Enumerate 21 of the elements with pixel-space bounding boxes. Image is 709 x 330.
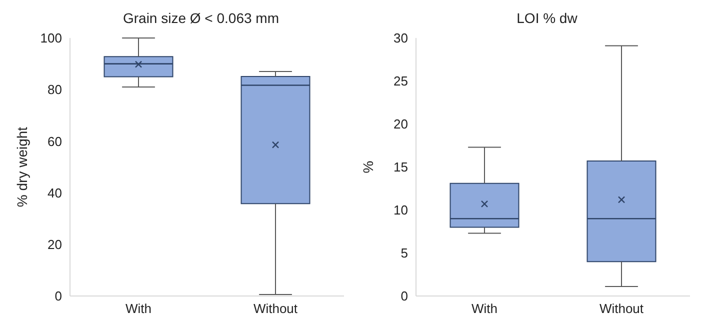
- y-tick-label: 20: [48, 237, 62, 252]
- x-tick-label: With: [472, 301, 498, 316]
- y-tick-label: 5: [400, 246, 408, 261]
- y-tick-label: 30: [394, 30, 408, 46]
- y-tick-label: 60: [48, 134, 62, 149]
- y-tick-label: 40: [48, 185, 62, 200]
- y-tick-label: 25: [394, 74, 408, 89]
- x-tick-label: Without: [599, 301, 644, 316]
- y-tick-label: 0: [54, 288, 62, 304]
- chart-title: LOI % dw: [516, 10, 578, 26]
- y-tick-label: 0: [400, 288, 408, 304]
- y-axis-title: % dry weight: [14, 126, 30, 208]
- x-tick-label: Without: [253, 301, 298, 316]
- y-tick-label: 100: [40, 30, 62, 46]
- chart-title: Grain size Ø < 0.063 mm: [122, 10, 280, 26]
- y-tick-label: 80: [48, 82, 62, 98]
- y-tick-label: 15: [394, 160, 408, 175]
- y-tick-label: 20: [394, 116, 408, 132]
- y-axis-title: %: [360, 160, 376, 174]
- x-tick-label: With: [126, 301, 152, 316]
- y-tick-label: 10: [394, 202, 408, 218]
